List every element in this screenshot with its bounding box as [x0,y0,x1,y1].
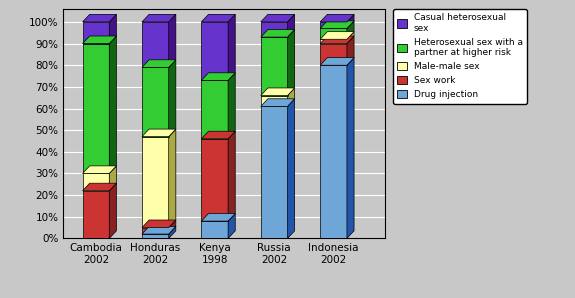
Bar [261,37,288,96]
Polygon shape [168,220,176,234]
Polygon shape [83,14,116,22]
Bar [261,22,288,37]
Polygon shape [320,21,354,28]
Polygon shape [320,14,354,22]
Polygon shape [228,14,235,80]
Bar [83,22,109,44]
Polygon shape [288,14,294,37]
Polygon shape [288,88,294,106]
Bar [201,221,228,238]
Polygon shape [201,73,235,80]
Polygon shape [347,58,354,238]
Polygon shape [288,30,294,96]
Polygon shape [109,183,116,238]
Polygon shape [142,226,176,234]
Polygon shape [142,14,176,22]
Polygon shape [109,36,116,173]
Polygon shape [320,32,354,39]
Polygon shape [201,131,235,139]
Polygon shape [347,36,354,65]
Polygon shape [142,60,176,67]
Polygon shape [347,32,354,44]
Polygon shape [320,36,354,44]
Polygon shape [83,183,116,191]
Polygon shape [168,129,176,228]
Polygon shape [228,213,235,238]
Polygon shape [109,14,116,44]
Bar [320,39,347,44]
Polygon shape [228,131,235,221]
Bar [320,28,347,39]
Polygon shape [168,60,176,137]
Polygon shape [201,213,235,221]
Bar [83,173,109,191]
Polygon shape [168,14,176,67]
Polygon shape [168,226,176,238]
Bar [201,139,228,221]
Polygon shape [109,166,116,191]
Polygon shape [83,36,116,44]
Legend: Casual heterosexual
sex, Heterosexual sex with a
partner at higher risk, Male-ma: Casual heterosexual sex, Heterosexual se… [393,9,527,104]
Bar [320,65,347,238]
Polygon shape [142,220,176,228]
Bar [201,80,228,139]
Polygon shape [142,129,176,137]
Polygon shape [228,73,235,139]
Polygon shape [83,166,116,173]
Polygon shape [201,14,235,22]
Polygon shape [261,88,294,96]
Polygon shape [320,58,354,65]
Bar [201,22,228,80]
Polygon shape [261,99,294,106]
Bar [142,137,168,228]
Polygon shape [261,14,294,22]
Polygon shape [288,99,294,238]
Bar [142,234,168,238]
Polygon shape [261,30,294,37]
Bar [142,228,168,234]
Bar [320,22,347,28]
Bar [261,106,288,238]
Bar [83,191,109,238]
Bar [142,67,168,137]
Polygon shape [347,14,354,28]
Bar [261,96,288,106]
Bar [320,44,347,65]
Bar [83,44,109,173]
Bar [142,22,168,67]
Polygon shape [347,21,354,39]
